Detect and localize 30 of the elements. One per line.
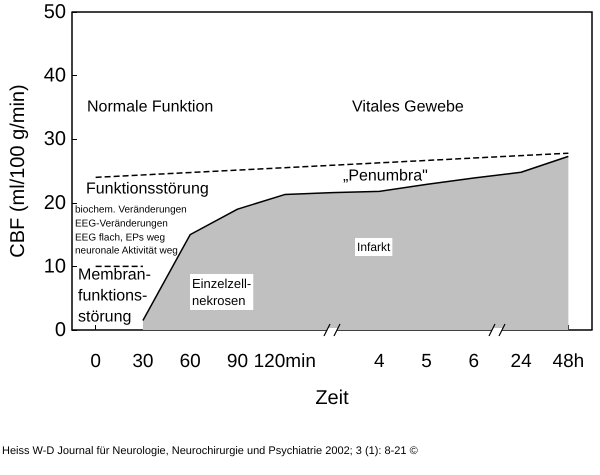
x-tick-label: 90 (226, 351, 248, 372)
annotation: EEG flach, EPs weg (75, 232, 166, 244)
y-tick-label: 30 (44, 128, 66, 150)
annotation: Einzelzell- nekrosen (192, 276, 252, 308)
x-axis-title: Zeit (315, 387, 350, 409)
y-tick-label: 20 (44, 192, 66, 214)
annotation: „Penumbra" (343, 168, 428, 184)
x-tick-label: 24 (510, 351, 532, 372)
y-tick-label: 0 (54, 319, 66, 341)
text: Heiss W-D Journal für Neurologie, Neurochirurgie und Psychiatrie 2002; 3 (1): 8-21 © (2, 445, 418, 457)
y-tick-label: 40 (44, 64, 66, 87)
y-axis-title: CBF (ml/100 g/min) (7, 84, 29, 258)
y-tick-label: 10 (44, 255, 66, 278)
x-tick-label: 60 (180, 351, 201, 372)
annotation: Membran- funktions- störung (78, 266, 151, 326)
x-tick-label: 0 (90, 351, 101, 372)
annotation: Vitales Gewebe (352, 98, 464, 116)
annotation: neuronale Aktivität weg (75, 246, 178, 256)
annotation: Infarkt (357, 240, 392, 254)
annotation: Funktionsstörung (86, 180, 209, 198)
x-tick-label: 5 (421, 351, 432, 372)
x-tick-label: 48h (552, 351, 584, 372)
x-tick-label: 120min (254, 351, 316, 372)
y-tick-label: 50 (44, 1, 66, 23)
annotation: Normale Funktion (87, 98, 214, 116)
x-tick-label: 4 (374, 351, 385, 372)
annotation: biochem. Veränderungen (75, 204, 187, 216)
x-tick-label: 30 (132, 351, 154, 372)
annotation: EEG-Veränderungen (75, 218, 168, 230)
x-tick-label: 6 (468, 351, 480, 372)
